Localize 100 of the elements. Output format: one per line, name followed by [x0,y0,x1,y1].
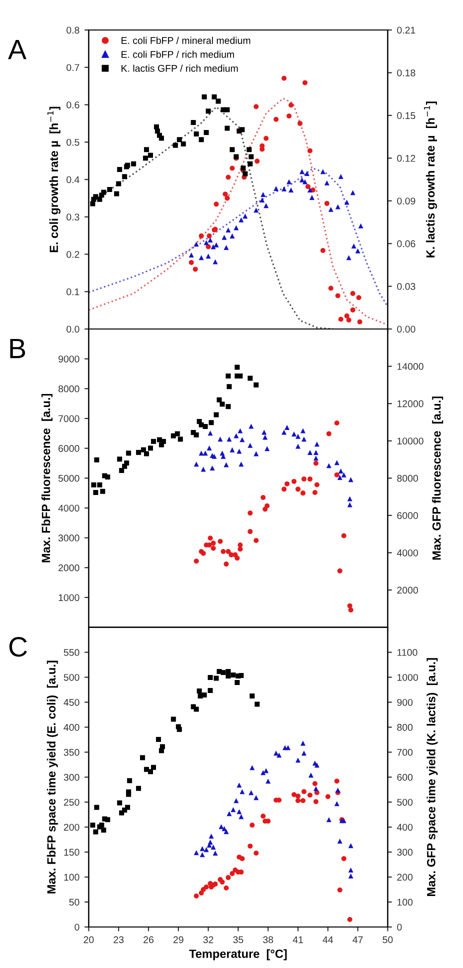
point [264,136,269,141]
y-tick-label: 550 [64,649,80,656]
point [208,430,213,436]
y-tick-label: 5000 [58,474,80,482]
point [200,852,205,858]
legend-label: E. coli FbFP / mineral medium [122,36,250,44]
y-tick-label: 250 [64,798,80,806]
point [276,752,282,758]
point [254,158,260,164]
point [307,187,312,192]
point [216,397,222,402]
x-tick-label: 32 [203,936,214,944]
point [260,198,265,203]
y2-tick-label: 1100 [397,649,418,656]
point [202,450,208,456]
point [313,460,318,466]
point [347,502,352,508]
point [148,152,153,158]
point [238,462,244,467]
point [334,460,340,466]
point [254,104,259,110]
point [288,102,294,108]
point [301,750,306,756]
line-series [88,98,388,326]
point [320,248,326,254]
point [334,778,340,784]
point [224,126,230,131]
y2-tick-label: 8000 [397,474,418,482]
point [224,829,229,834]
point [346,255,352,260]
point [218,538,223,544]
point [150,438,156,444]
point [198,233,204,238]
point [334,801,340,806]
y2-tick-label: 10000 [397,438,424,444]
y-tick-label: 0.0 [66,326,80,333]
point [304,171,310,176]
y2-tick-label: 12000 [397,400,424,408]
point [140,755,146,760]
point [194,462,199,467]
point [282,486,287,492]
y-tick-label: 500 [64,674,80,681]
point [250,822,255,828]
point [100,488,106,494]
point [224,562,229,567]
point [274,186,279,191]
point [188,252,194,258]
x-tick-label: 20 [84,936,94,944]
y-tick-label: 1000 [58,594,80,602]
point [351,244,356,249]
point [260,814,266,819]
point [314,442,320,447]
point [254,382,259,388]
y-tick-label: 0.1 [66,288,80,296]
y-tick-label: 3000 [58,534,80,542]
point [158,136,164,141]
x-tick-label: 29 [173,936,184,944]
point [328,286,334,291]
point [226,174,231,180]
point [341,533,346,538]
point [260,495,266,500]
point [337,568,342,574]
point [117,167,122,172]
point [234,364,240,370]
chart-title: C [9,637,27,657]
point [260,192,266,197]
point [248,376,253,381]
point [101,190,106,195]
point [299,169,304,174]
point [234,556,240,561]
point [206,233,212,238]
point [105,817,110,822]
y2-tick-label: 600 [397,774,413,781]
y-tick-label: 0.6 [66,101,80,108]
point [254,451,259,456]
point [220,670,226,676]
point [126,789,132,794]
point [248,424,254,429]
point [301,436,306,442]
point [202,94,207,100]
point [176,726,182,732]
y-tick-label: 350 [64,748,80,756]
point [220,549,226,554]
point [210,244,216,250]
point [305,184,310,190]
point [300,428,306,434]
y-tick-label: 100 [64,874,80,881]
point [208,238,213,243]
point [335,788,340,793]
point [286,745,291,750]
point [226,875,231,880]
point [341,856,346,862]
point [214,202,219,207]
point [238,428,243,434]
point [93,829,98,834]
y-tick-label: 9000 [58,356,80,362]
point [248,790,254,796]
y-tick-label: 0.8 [66,26,80,34]
point [224,462,229,468]
point [347,496,352,502]
